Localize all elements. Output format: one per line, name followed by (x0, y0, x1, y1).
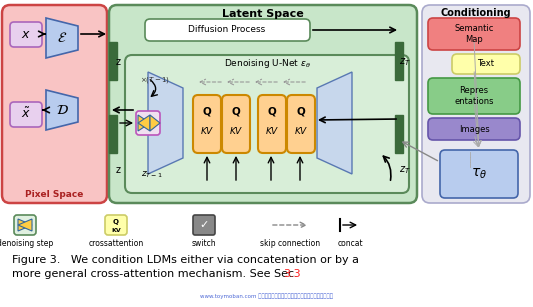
Text: KV: KV (111, 227, 121, 232)
Text: Q: Q (113, 219, 119, 225)
Text: ✓: ✓ (199, 220, 209, 230)
Text: 3.3: 3.3 (283, 269, 301, 279)
Text: denoising step: denoising step (0, 239, 53, 248)
Text: $z_T$: $z_T$ (399, 164, 411, 176)
Text: Denoising U-Net $\epsilon_\theta$: Denoising U-Net $\epsilon_\theta$ (224, 57, 310, 71)
FancyBboxPatch shape (428, 78, 520, 114)
Text: $\tau_\theta$: $\tau_\theta$ (471, 167, 487, 181)
Text: Repres
entations: Repres entations (454, 86, 494, 106)
Text: Pixel Space: Pixel Space (25, 190, 84, 199)
Text: $\times(T-1)$: $\times(T-1)$ (140, 75, 170, 85)
Text: Q: Q (297, 107, 305, 117)
Text: Images: Images (458, 125, 489, 134)
Text: $z_T$: $z_T$ (399, 56, 411, 68)
Polygon shape (18, 219, 32, 231)
Text: Figure 3.   We condition LDMs either via concatenation or by a: Figure 3. We condition LDMs either via c… (12, 255, 359, 265)
Text: $KV$: $KV$ (265, 125, 279, 135)
Text: Text: Text (478, 60, 495, 68)
Text: $z_{T-1}$: $z_{T-1}$ (141, 170, 163, 180)
FancyBboxPatch shape (14, 215, 36, 235)
Bar (395, 115, 403, 153)
FancyBboxPatch shape (10, 102, 42, 127)
FancyBboxPatch shape (109, 5, 417, 203)
Polygon shape (150, 115, 160, 131)
FancyBboxPatch shape (10, 22, 42, 47)
Text: more general cross-attention mechanism. See Sec.: more general cross-attention mechanism. … (12, 269, 301, 279)
Text: Latent Space: Latent Space (222, 9, 304, 19)
FancyBboxPatch shape (428, 118, 520, 140)
Polygon shape (148, 72, 183, 174)
Bar (109, 42, 117, 80)
Text: skip connection: skip connection (260, 239, 320, 248)
Text: $KV$: $KV$ (229, 125, 243, 135)
Text: Q: Q (232, 107, 240, 117)
FancyBboxPatch shape (193, 95, 221, 153)
Text: Conditioning: Conditioning (441, 8, 511, 18)
FancyBboxPatch shape (136, 111, 160, 135)
FancyBboxPatch shape (258, 95, 286, 153)
Text: $\mathcal{E}$: $\mathcal{E}$ (57, 31, 67, 45)
FancyBboxPatch shape (452, 54, 520, 74)
Text: switch: switch (192, 239, 216, 248)
FancyBboxPatch shape (193, 215, 215, 235)
Text: $KV$: $KV$ (200, 125, 214, 135)
FancyBboxPatch shape (145, 19, 310, 41)
Text: $x$: $x$ (21, 28, 31, 41)
FancyBboxPatch shape (440, 150, 518, 198)
Text: crossattention: crossattention (88, 239, 143, 248)
Bar (395, 42, 403, 80)
Text: Q: Q (203, 107, 212, 117)
Text: z: z (116, 57, 120, 67)
FancyBboxPatch shape (105, 215, 127, 235)
FancyBboxPatch shape (222, 95, 250, 153)
Text: $KV$: $KV$ (294, 125, 308, 135)
Polygon shape (46, 90, 78, 130)
Polygon shape (317, 72, 352, 174)
Text: www.toymoban.com 网络图片仅供展示，非存储，如有侵权请联系删除。: www.toymoban.com 网络图片仅供展示，非存储，如有侵权请联系删除。 (199, 293, 333, 299)
Polygon shape (46, 18, 78, 58)
Text: Semantic
Map: Semantic Map (454, 24, 494, 44)
Text: $\mathcal{D}$: $\mathcal{D}$ (55, 103, 68, 117)
FancyBboxPatch shape (2, 5, 107, 203)
Text: z: z (116, 165, 120, 175)
FancyBboxPatch shape (287, 95, 315, 153)
Text: Q: Q (268, 107, 277, 117)
Polygon shape (138, 115, 150, 131)
Bar (109, 115, 117, 153)
FancyBboxPatch shape (422, 5, 530, 203)
Text: Diffusion Process: Diffusion Process (188, 25, 265, 34)
Text: concat: concat (337, 239, 363, 248)
Polygon shape (138, 115, 150, 131)
Text: $\tilde{x}$: $\tilde{x}$ (21, 107, 31, 121)
FancyBboxPatch shape (125, 55, 409, 193)
Polygon shape (18, 219, 32, 231)
FancyBboxPatch shape (428, 18, 520, 50)
